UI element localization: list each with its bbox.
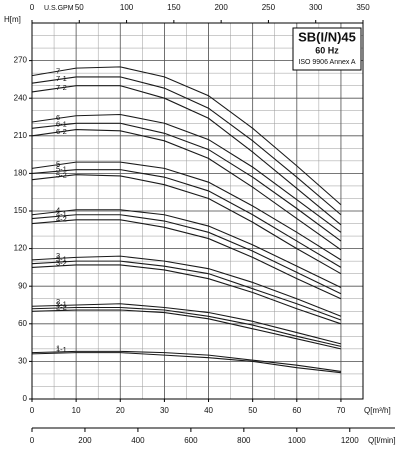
bottom-axis2-label: Q[l/min] <box>368 436 396 445</box>
bottom2-tick-label: 200 <box>78 436 92 445</box>
y-tick-label: 240 <box>14 93 28 102</box>
y-tick-label: 270 <box>14 56 28 65</box>
top-tick-label: 100 <box>120 3 134 12</box>
curve <box>31 113 342 233</box>
curve-label: 2-2 <box>56 302 67 311</box>
curve-label: 5-2 <box>56 171 67 180</box>
y-tick-label: 150 <box>14 206 28 215</box>
curve <box>31 161 342 261</box>
curve-label: 6-1 <box>56 119 67 128</box>
curve-label: 6-2 <box>56 127 67 136</box>
curve-label: 2 <box>56 297 60 306</box>
top-tick-label: 200 <box>214 3 228 12</box>
curve-label: 3-2 <box>56 258 67 267</box>
curve <box>31 303 342 345</box>
chart-subtitle: 60 Hz <box>315 45 339 55</box>
y-axis-label: H[m] <box>4 15 21 24</box>
curve-label: 5-1 <box>56 164 67 173</box>
y-tick-label: 60 <box>18 319 27 328</box>
bottom2-tick-label: 800 <box>237 436 251 445</box>
curve <box>31 260 342 321</box>
x-tick-label: 40 <box>204 406 213 415</box>
curve <box>31 169 342 268</box>
y-tick-label: 180 <box>14 169 28 178</box>
curve-label: 7-1 <box>56 74 67 83</box>
curve <box>31 214 342 295</box>
curve <box>31 306 342 347</box>
curve-label: 2-1 <box>56 300 67 309</box>
curve-label: 3-1 <box>56 255 67 264</box>
curve-label: 3 <box>56 251 60 260</box>
bottom2-tick-label: 400 <box>131 436 145 445</box>
bottom2-tick-label: 1000 <box>288 436 306 445</box>
curve-label: 5 <box>56 159 60 168</box>
curve-label: 7-2 <box>56 83 67 92</box>
x-tick-label: 10 <box>72 406 81 415</box>
y-tick-label: 90 <box>18 281 27 290</box>
y-tick-label: 0 <box>23 394 28 403</box>
x-tick-label: 50 <box>248 406 257 415</box>
top-axis-label: U.S.GPM <box>44 5 74 12</box>
chart-title: SB(I/N)45 <box>298 29 356 44</box>
x-tick-label: 30 <box>160 406 169 415</box>
curve <box>31 76 342 216</box>
curve <box>31 309 342 350</box>
curve-label: 4-1 <box>56 210 67 219</box>
x-tick-label: 20 <box>116 406 125 415</box>
top-tick-label: 350 <box>356 3 370 12</box>
x-tick-label: 70 <box>336 406 345 415</box>
curve <box>31 209 342 288</box>
annotation: ISO 9906 Annex A <box>298 59 356 66</box>
curve-label: 1 <box>56 344 60 353</box>
top-tick-label: 50 <box>75 3 84 12</box>
top-tick-label: 150 <box>167 3 181 12</box>
curve <box>31 352 341 374</box>
curve <box>31 264 342 325</box>
x-tick-label: 0 <box>30 406 35 415</box>
bottom2-tick-label: 0 <box>30 436 35 445</box>
bottom2-tick-label: 1200 <box>341 436 359 445</box>
curve <box>31 174 342 275</box>
title-box <box>292 27 362 71</box>
curve <box>31 85 342 226</box>
top-tick-label: 0 <box>30 3 35 12</box>
curve-label: 1-1 <box>56 345 67 354</box>
top-tick-label: 250 <box>262 3 276 12</box>
curve <box>31 122 342 242</box>
top-tick-label: 300 <box>309 3 323 12</box>
curve <box>31 350 342 372</box>
curve-label: 6 <box>56 113 60 122</box>
curves: 77-17-2 66-16-2 55-15-2 44-14-2 33-13-2 22-12… <box>31 66 342 374</box>
curve <box>31 66 342 206</box>
x-axis-label: Q[m³/h] <box>364 406 391 415</box>
y-tick-label: 30 <box>18 357 27 366</box>
x-tick-label: 60 <box>292 406 301 415</box>
curve-label: 4 <box>56 206 60 215</box>
curve-label: 4-2 <box>56 215 67 224</box>
curve-label: 7 <box>56 67 60 76</box>
curve <box>31 128 342 251</box>
bottom2-tick-label: 600 <box>184 436 198 445</box>
y-tick-label: 120 <box>14 244 28 253</box>
curve <box>31 255 342 317</box>
y-tick-label: 210 <box>14 131 28 140</box>
curve <box>31 219 342 300</box>
